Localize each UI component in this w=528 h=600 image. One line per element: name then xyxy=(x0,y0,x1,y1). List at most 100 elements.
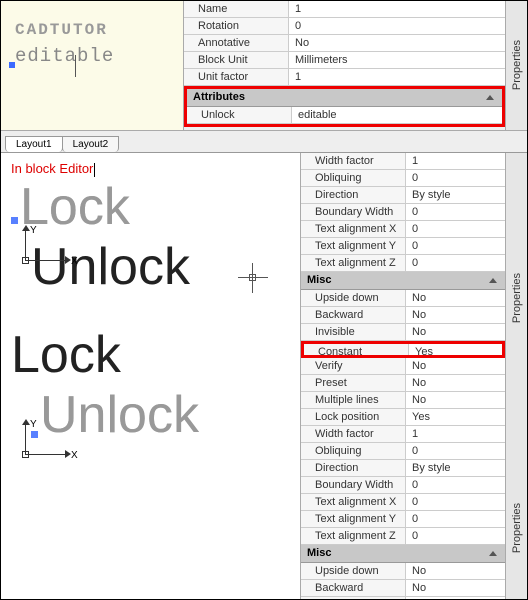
collapse-icon[interactable] xyxy=(486,95,494,100)
prop-row[interactable]: Multiple linesNo xyxy=(301,392,505,409)
prop-row[interactable]: PresetNo xyxy=(301,375,505,392)
prop-row[interactable]: Lock positionYes xyxy=(301,409,505,426)
prop-value[interactable]: By style xyxy=(406,187,505,203)
prop-value[interactable]: 0 xyxy=(406,255,505,271)
prop-label: Preset xyxy=(301,375,406,391)
prop-row[interactable]: Block UnitMillimeters xyxy=(184,52,505,69)
prop-row[interactable]: Upside downNo xyxy=(301,290,505,307)
prop-row[interactable]: Name1 xyxy=(184,1,505,18)
prop-row[interactable]: Upside downNo xyxy=(301,563,505,580)
prop-value[interactable]: 0 xyxy=(289,18,505,34)
prop-row[interactable]: InvisibleNo xyxy=(301,324,505,341)
prop-row[interactable]: Obliquing0 xyxy=(301,170,505,187)
prop-value[interactable]: No xyxy=(289,35,505,51)
prop-value[interactable]: 0 xyxy=(406,494,505,510)
prop-row[interactable]: Unit factor1 xyxy=(184,69,505,86)
prop-row[interactable]: Obliquing0 xyxy=(301,443,505,460)
prop-row[interactable]: Width factor1 xyxy=(301,426,505,443)
grip-icon[interactable] xyxy=(9,62,15,68)
prop-value[interactable]: editable xyxy=(292,107,502,123)
prop-value[interactable]: No xyxy=(406,580,505,596)
prop-value[interactable]: 1 xyxy=(289,69,505,85)
attr-lock-2[interactable]: Lock xyxy=(11,329,290,381)
prop-value[interactable]: No xyxy=(406,375,505,391)
crosshair-cursor xyxy=(238,263,268,293)
prop-row[interactable]: VerifyNo xyxy=(301,358,505,375)
top-properties-panel: Name1Rotation0AnnotativeNoBlock UnitMill… xyxy=(184,1,527,130)
section-header-attributes[interactable]: Attributes xyxy=(187,89,502,107)
tab-layout2[interactable]: Layout2 xyxy=(62,136,120,152)
collapse-icon[interactable] xyxy=(489,551,497,556)
prop-row[interactable]: AnnotativeNo xyxy=(184,35,505,52)
block-editor-canvas[interactable]: In block Editor Lock YX Unlock Lock YX U… xyxy=(1,153,301,599)
prop-label: Text alignment Z xyxy=(301,255,406,271)
prop-label: Width factor xyxy=(301,426,406,442)
prop-row[interactable]: Text alignment X0 xyxy=(301,494,505,511)
top-drawing-area[interactable]: CADTUTOR editable xyxy=(1,1,184,130)
prop-value[interactable]: 1 xyxy=(289,1,505,17)
tab-layout1[interactable]: Layout1 xyxy=(5,136,63,152)
prop-row[interactable]: Rotation0 xyxy=(184,18,505,35)
prop-label: Boundary Width xyxy=(301,204,406,220)
properties-side-tab[interactable]: Properties xyxy=(505,1,527,130)
prop-label: Direction xyxy=(301,187,406,203)
prop-value[interactable]: 0 xyxy=(406,204,505,220)
prop-value[interactable]: 0 xyxy=(406,170,505,186)
collapse-icon[interactable] xyxy=(489,278,497,283)
prop-value[interactable]: No xyxy=(406,563,505,579)
prop-label: Text alignment Y xyxy=(301,238,406,254)
grip-icon[interactable] xyxy=(11,217,18,224)
prop-row[interactable]: Width factor1 xyxy=(301,153,505,170)
prop-row[interactable]: Text alignment Y0 xyxy=(301,511,505,528)
prop-row[interactable]: Text alignment Z0 xyxy=(301,255,505,272)
prop-row[interactable]: InvisibleNo xyxy=(301,597,505,599)
prop-row-constant-highlight[interactable]: ConstantYes xyxy=(301,341,505,358)
prop-row[interactable]: Unlockeditable xyxy=(187,107,502,124)
prop-row[interactable]: DirectionBy style xyxy=(301,187,505,204)
section-header-misc[interactable]: Misc xyxy=(301,272,505,290)
prop-value[interactable]: Millimeters xyxy=(289,52,505,68)
prop-row[interactable]: BackwardNo xyxy=(301,307,505,324)
prop-row[interactable]: Text alignment Y0 xyxy=(301,238,505,255)
prop-value[interactable]: No xyxy=(406,324,505,340)
prop-value[interactable]: No xyxy=(406,392,505,408)
attr-unlock-2[interactable]: Unlock xyxy=(31,389,290,441)
prop-label: Backward xyxy=(301,580,406,596)
prop-value[interactable]: No xyxy=(406,290,505,306)
properties-tab-label: Properties xyxy=(511,273,523,323)
prop-row[interactable]: Boundary Width0 xyxy=(301,477,505,494)
properties-side-tab-bottom[interactable]: Properties Properties xyxy=(505,153,527,599)
prop-value[interactable]: By style xyxy=(406,460,505,476)
prop-value[interactable]: No xyxy=(406,597,505,599)
prop-value[interactable]: 0 xyxy=(406,221,505,237)
prop-value[interactable]: 0 xyxy=(406,528,505,544)
prop-value[interactable]: 1 xyxy=(406,153,505,169)
prop-value[interactable]: 0 xyxy=(406,511,505,527)
prop-label: Obliquing xyxy=(301,170,406,186)
prop-value[interactable]: 0 xyxy=(406,477,505,493)
prop-value[interactable]: Yes xyxy=(409,344,502,355)
prop-value[interactable]: 1 xyxy=(406,426,505,442)
prop-value[interactable]: No xyxy=(406,307,505,323)
prop-row[interactable]: Text alignment Z0 xyxy=(301,528,505,545)
prop-label: Unit factor xyxy=(184,69,289,85)
prop-row[interactable]: BackwardNo xyxy=(301,580,505,597)
prop-value[interactable]: 0 xyxy=(406,443,505,459)
properties-tab-label: Properties xyxy=(511,40,523,90)
attr-lock-1[interactable]: Lock xyxy=(11,181,290,233)
prop-label: Direction xyxy=(301,460,406,476)
prop-row[interactable]: Text alignment X0 xyxy=(301,221,505,238)
prop-value[interactable]: Yes xyxy=(406,409,505,425)
prop-row[interactable]: Boundary Width0 xyxy=(301,204,505,221)
prop-value[interactable]: No xyxy=(406,358,505,374)
prop-row[interactable]: DirectionBy style xyxy=(301,460,505,477)
grip-icon[interactable] xyxy=(31,431,38,438)
section-header-misc[interactable]: Misc xyxy=(301,545,505,563)
prop-label: Upside down xyxy=(301,563,406,579)
prop-label: Text alignment Y xyxy=(301,511,406,527)
block-text-cadtutor: CADTUTOR xyxy=(15,21,169,39)
prop-label: Boundary Width xyxy=(301,477,406,493)
prop-value[interactable]: 0 xyxy=(406,238,505,254)
prop-label: Obliquing xyxy=(301,443,406,459)
prop-label: Annotative xyxy=(184,35,289,51)
